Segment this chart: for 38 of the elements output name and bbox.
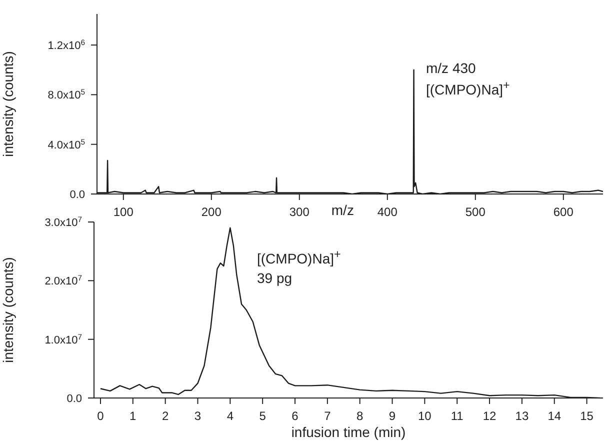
y-tick-label: 4.0x10$^{5}$ (48, 136, 85, 152)
annotation: [(CMPO)Na]$^{+}$ (257, 248, 341, 267)
annotation: 39 pg (257, 270, 292, 286)
x-tick-label: 1 (130, 409, 137, 423)
y-tick-label: 0.0 (66, 393, 82, 405)
x-tick-label: 12 (482, 409, 497, 423)
y-tick-label: 1.0x10$^{7}$ (44, 332, 82, 346)
x-tick-label: 200 (201, 205, 222, 219)
x-tick-label: 7 (324, 409, 332, 423)
x-tick-label: 11 (450, 409, 464, 423)
x-tick-label: 8 (356, 409, 364, 423)
annotation: [(CMPO)Na]$^{+}$ (426, 79, 510, 98)
x-axis-title: m/z (331, 202, 354, 218)
x-tick-label: 6 (292, 409, 299, 423)
y-tick-label: 8.0x10$^{5}$ (48, 87, 85, 102)
x-tick-label: 9 (388, 409, 396, 423)
x-tick-label: 4 (226, 409, 234, 423)
x-tick-label: 2 (162, 409, 169, 423)
y-tick-label: 3.0x10$^{7}$ (44, 214, 82, 229)
y-tick-label: 2.0x10$^{7}$ (44, 273, 82, 288)
y-axis-title: intensity (counts) (0, 51, 16, 157)
x-tick-label: 14 (548, 409, 562, 423)
x-tick-label: 5 (259, 409, 266, 423)
y-tick-label: 0.0 (70, 189, 85, 201)
x-tick-label: 10 (418, 409, 432, 423)
x-tick-label: 400 (377, 205, 398, 219)
annotation: m/z 430 (426, 60, 476, 76)
x-tick-label: 0 (97, 409, 104, 423)
x-tick-label: 100 (113, 205, 134, 219)
x-axis-title: infusion time (min) (291, 424, 406, 440)
x-tick-label: 13 (515, 409, 529, 423)
y-tick-label: 1.2x10$^{6}$ (48, 38, 85, 52)
x-tick-label: 3 (194, 409, 202, 423)
x-tick-label: 500 (465, 205, 486, 219)
x-tick-label: 300 (289, 205, 310, 219)
x-tick-label: 600 (553, 205, 574, 219)
x-tick-label: 15 (580, 409, 594, 423)
y-axis-title: intensity (counts) (0, 257, 16, 363)
